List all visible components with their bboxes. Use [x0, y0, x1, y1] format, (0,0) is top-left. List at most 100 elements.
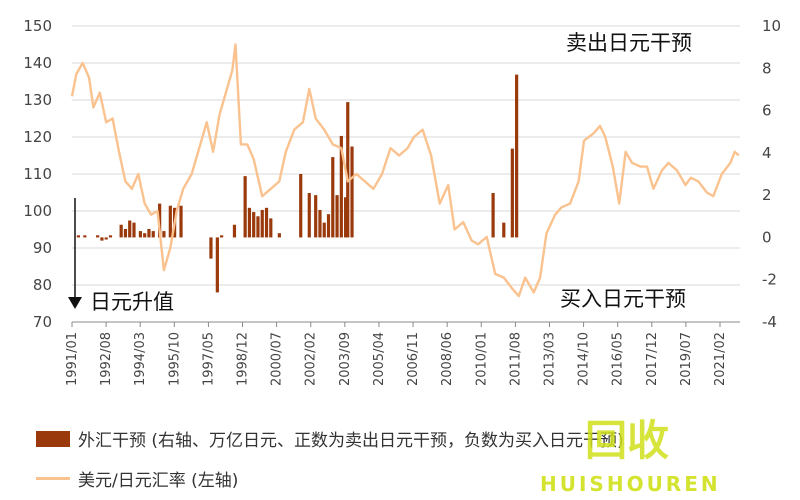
annotation-yen-appreciation: 日元升值 [90, 290, 174, 314]
intervention-bar [162, 231, 166, 238]
right-axis: 10 8 6 4 2 0 -2 -4 [762, 17, 781, 331]
right-tick-label: 2 [762, 186, 772, 204]
x-tick-label: 2000/07 [270, 332, 285, 386]
intervention-bar [335, 195, 339, 238]
right-tick-label: 4 [762, 144, 772, 162]
intervention-bar [307, 193, 311, 238]
x-tick-label: 2008/06 [440, 332, 455, 386]
x-tick-label: 2017/12 [645, 332, 660, 386]
intervention-bar [252, 212, 256, 238]
x-tick-label: 2011/08 [508, 332, 523, 386]
annotation-sell-yen: 卖出日元干预 [566, 31, 692, 55]
watermark-glyphs: 回收 [584, 415, 669, 465]
left-tick-label: 70 [33, 313, 52, 331]
intervention-bar [147, 228, 151, 238]
left-tick-label: 110 [23, 165, 52, 183]
intervention-bar [220, 235, 224, 238]
legend-bar-swatch [36, 430, 70, 447]
x-tick-label: 1991/01 [65, 332, 80, 386]
intervention-bar [243, 176, 247, 238]
intervention-bar [232, 224, 237, 238]
intervention-bar [104, 237, 108, 240]
right-tick-label: 10 [762, 17, 781, 35]
intervention-bars [76, 74, 519, 293]
x-tick-label: 2003/09 [338, 332, 353, 386]
intervention-bar [128, 220, 132, 238]
legend-line-label: 美元/日元汇率 (左轴) [78, 471, 239, 491]
intervention-bar [247, 207, 252, 238]
intervention-bar [314, 195, 318, 238]
left-tick-label: 120 [23, 128, 52, 146]
intervention-bar [260, 209, 264, 238]
right-tick-label: 8 [762, 59, 772, 77]
watermark-glyph-box: 回收 [532, 404, 722, 470]
intervention-bar [322, 222, 326, 238]
x-tick-label: 1992/08 [99, 332, 114, 386]
intervention-bar [318, 209, 322, 238]
annotation-buy-yen: 买入日元干预 [560, 287, 686, 311]
left-tick-label: 130 [23, 91, 52, 109]
x-tick-label: 2005/04 [372, 332, 387, 386]
intervention-bar [151, 231, 155, 238]
usd-jpy-line [70, 43, 740, 298]
left-tick-label: 140 [23, 54, 52, 72]
intervention-bar [100, 237, 104, 241]
intervention-bar [119, 224, 123, 238]
intervention-bar [108, 235, 113, 238]
chart: 150 140 130 120 110 100 90 80 70 10 8 6 4 2 0 -2 -4 199… [23, 17, 781, 386]
intervention-bar [264, 207, 269, 238]
legend-line: 美元/日元汇率 (左轴) [36, 466, 238, 491]
right-tick-label: -2 [762, 271, 777, 289]
intervention-bar [123, 228, 128, 238]
intervention-bar [326, 214, 331, 238]
intervention-bar [491, 193, 495, 238]
intervention-bar [346, 102, 350, 238]
x-tick-label: 1995/10 [167, 332, 182, 386]
intervention-bar [215, 237, 219, 293]
x-tick-label: 2014/10 [577, 332, 592, 386]
intervention-bar [209, 237, 213, 259]
left-axis: 150 140 130 120 110 100 90 80 70 [23, 17, 52, 331]
x-axis: 1991/01 1992/08 1994/03 1995/10 1997/05 1998/… [65, 322, 728, 386]
watermark-text: HUISHOUREN [540, 472, 721, 496]
x-tick-label: 2021/02 [713, 332, 728, 386]
right-tick-label: 6 [762, 102, 772, 120]
left-tick-label: 100 [23, 202, 52, 220]
intervention-bar [510, 148, 514, 238]
intervention-bar [76, 235, 81, 238]
intervention-bar [256, 216, 260, 238]
left-tick-label: 150 [23, 17, 52, 35]
intervention-bar [143, 233, 147, 238]
intervention-bar [299, 174, 303, 238]
right-tick-label: -4 [762, 313, 777, 331]
right-tick-label: 0 [762, 228, 772, 246]
intervention-bar [179, 205, 183, 238]
x-tick-label: 2002/02 [304, 332, 319, 386]
intervention-bar [269, 218, 273, 238]
x-tick-label: 2006/11 [406, 332, 421, 386]
intervention-bar [277, 233, 281, 238]
intervention-bar [168, 205, 172, 238]
intervention-bar [502, 222, 506, 238]
intervention-bar [96, 235, 100, 238]
down-arrow-icon [68, 297, 82, 309]
legend-bar: 外汇干预 (右轴、万亿日元、正数为卖出日元干预，负数为买入日元干预) [36, 426, 624, 451]
x-tick-label: 1997/05 [201, 332, 216, 386]
intervention-bar [132, 222, 136, 238]
legend-line-swatch [36, 477, 70, 480]
x-tick-label: 2019/07 [679, 332, 694, 386]
intervention-bar [138, 231, 143, 238]
intervention-bar [344, 197, 348, 238]
watermark-logo: 回收 HUISHOUREN [532, 404, 722, 498]
intervention-bar [331, 157, 335, 238]
left-tick-label: 90 [33, 239, 52, 257]
x-tick-label: 2013/03 [542, 332, 557, 386]
intervention-bar [350, 146, 354, 238]
x-tick-label: 2010/01 [474, 332, 489, 386]
legend-bar-label: 外汇干预 (右轴、万亿日元、正数为卖出日元干预，负数为买入日元干预) [78, 431, 624, 451]
x-tick-label: 1994/03 [133, 332, 148, 386]
intervention-bar [339, 135, 343, 238]
intervention-bar [515, 74, 519, 238]
x-tick-label: 1998/12 [236, 332, 251, 386]
left-tick-label: 80 [33, 276, 52, 294]
